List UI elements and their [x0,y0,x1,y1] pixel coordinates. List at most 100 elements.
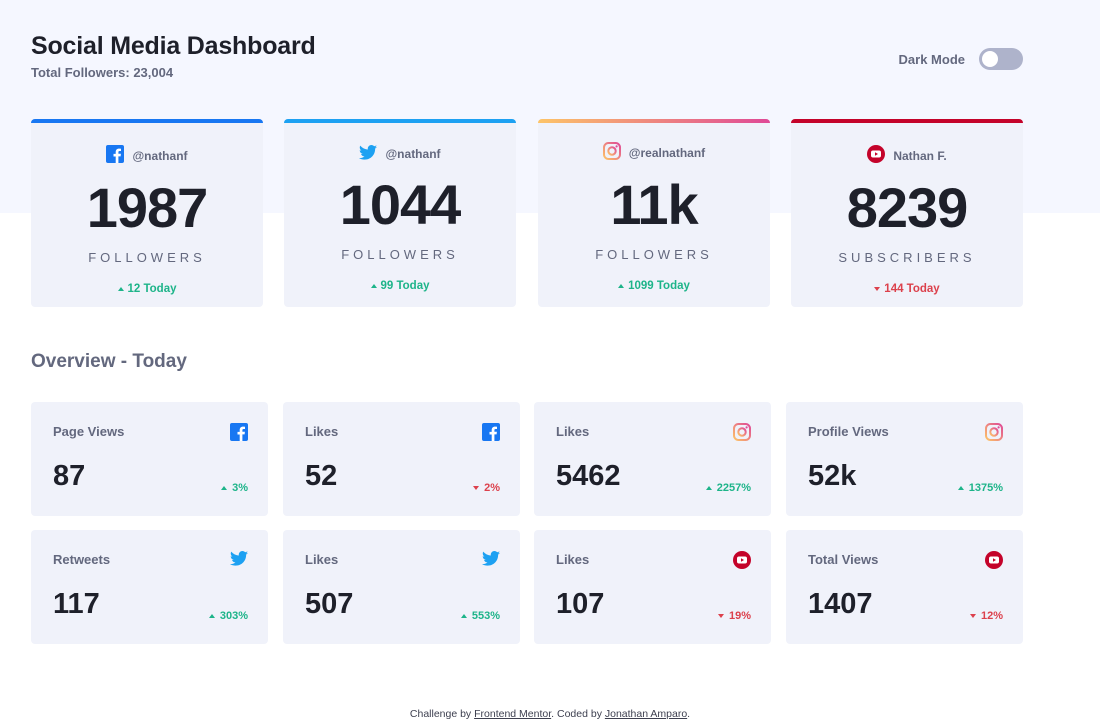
youtube-icon [985,551,1003,574]
arrow-up-icon [117,287,124,291]
arrow-up-icon [618,284,625,288]
instagram-icon [733,423,751,446]
overview-change: 553% [460,610,500,622]
arrow-down-icon [874,287,881,291]
arrow-down-icon [717,614,724,618]
dark-mode-control: Dark Mode [899,48,1023,70]
overview-label: Likes [305,552,339,567]
card-unit: FOLLOWERS [341,247,459,262]
overview-title: Overview - Today [31,351,187,372]
overview-card[interactable]: Retweets 117 303% [31,530,268,644]
overview-change-text: 19% [728,610,751,622]
card-handle: Nathan F. [867,145,947,166]
total-followers: Total Followers: 23,004 [31,65,174,80]
card-unit: FOLLOWERS [88,250,206,265]
twitter-icon [359,145,378,163]
overview-card[interactable]: Profile Views 52k 1375% [786,402,1023,516]
card-change-text: 12 Today [127,283,177,295]
overview-card[interactable]: Page Views 87 3% [31,402,268,516]
overview-card[interactable]: Likes 5462 2257% [534,402,771,516]
overview-change-text: 1375% [968,482,1003,494]
card-count: 1044 [339,173,462,236]
dark-mode-label: Dark Mode [898,51,965,67]
card-handle: @realnathanf [602,142,705,163]
overview-change-text: 2% [484,482,500,494]
overview-value: 1407 [808,588,873,620]
card-handle: @nathanf [106,145,188,166]
overview-label: Page Views [53,424,125,439]
arrow-down-icon [473,486,480,490]
toggle-knob [982,51,998,67]
overview-label: Total Views [808,552,879,567]
dark-mode-toggle[interactable] [979,48,1023,70]
overview-grid: Page Views 87 3% Likes 52 2% Likes [31,402,1023,644]
card-unit: SUBSCRIBERS [838,250,976,265]
card-change: 144 Today [874,283,940,295]
card-count: 11k [610,173,698,236]
overview-label: Likes [556,424,590,439]
card-change: 99 Today [370,280,430,292]
page-title: Social Media Dashboard [31,32,316,60]
card-count: 8239 [846,176,969,239]
overview-change-text: 3% [232,482,248,494]
arrow-up-icon [460,614,467,618]
overview-change-text: 12% [980,610,1003,622]
overview-value: 5462 [556,460,621,492]
arrow-up-icon [208,614,215,618]
arrow-up-icon [705,486,712,490]
overview-change: 2% [473,482,500,494]
card-count: 1987 [86,176,209,239]
card-twitter[interactable]: @nathanf 1044 FOLLOWERS 99 Today [284,119,516,307]
card-youtube[interactable]: Nathan F. 8239 SUBSCRIBERS 144 Today [791,119,1023,307]
overview-value: 52 [305,460,338,492]
arrow-up-icon [370,284,377,288]
card-change-text: 99 Today [380,280,430,292]
overview-label: Retweets [53,552,111,567]
card-handle-text: @nathanf [132,148,188,163]
arrow-down-icon [969,614,976,618]
overview-label: Likes [556,552,590,567]
arrow-up-icon [221,486,228,490]
youtube-icon [867,145,886,166]
footer-middle: . Coded by [551,708,605,720]
arrow-up-icon [957,486,964,490]
frontend-mentor-link[interactable]: Frontend Mentor [474,708,552,720]
card-instagram[interactable]: @realnathanf 11k FOLLOWERS 1099 Today [538,119,770,307]
follower-cards: @nathanf 1987 FOLLOWERS 12 Today @nathan… [31,119,1023,307]
overview-card[interactable]: Likes 507 553% [283,530,520,644]
overview-value: 117 [53,588,100,620]
overview-change: 1375% [957,482,1003,494]
card-facebook[interactable]: @nathanf 1987 FOLLOWERS 12 Today [31,119,263,307]
facebook-icon [106,145,125,166]
card-change-text: 144 Today [884,283,940,295]
card-handle-text: @nathanf [385,147,441,161]
twitter-icon [230,551,248,571]
overview-change-text: 2257% [716,482,751,494]
footer-prefix: Challenge by [409,708,475,720]
overview-label: Likes [305,424,339,439]
overview-change: 2257% [705,482,751,494]
facebook-icon [230,423,248,446]
overview-value: 507 [305,588,354,620]
youtube-icon [733,551,751,574]
card-change-text: 1099 Today [628,280,690,292]
card-handle-text: Nathan F. [893,148,947,163]
footer-attribution: Challenge by Frontend Mentor. Coded by J… [0,708,1100,720]
page-header: Social Media Dashboard Total Followers: … [31,32,1023,92]
author-link[interactable]: Jonathan Amparo [604,708,688,720]
overview-label: Profile Views [808,424,889,439]
card-handle: @nathanf [359,145,441,163]
instagram-icon [602,142,621,163]
overview-value: 107 [556,588,605,620]
facebook-icon [482,423,500,446]
overview-change-text: 303% [219,610,248,622]
overview-value: 87 [53,460,86,492]
footer-suffix: . [687,708,691,720]
overview-card[interactable]: Total Views 1407 12% [786,530,1023,644]
overview-card[interactable]: Likes 107 19% [534,530,771,644]
overview-change: 19% [717,610,751,622]
overview-card[interactable]: Likes 52 2% [283,402,520,516]
overview-change: 3% [221,482,248,494]
overview-change: 303% [208,610,248,622]
instagram-icon [985,423,1003,446]
